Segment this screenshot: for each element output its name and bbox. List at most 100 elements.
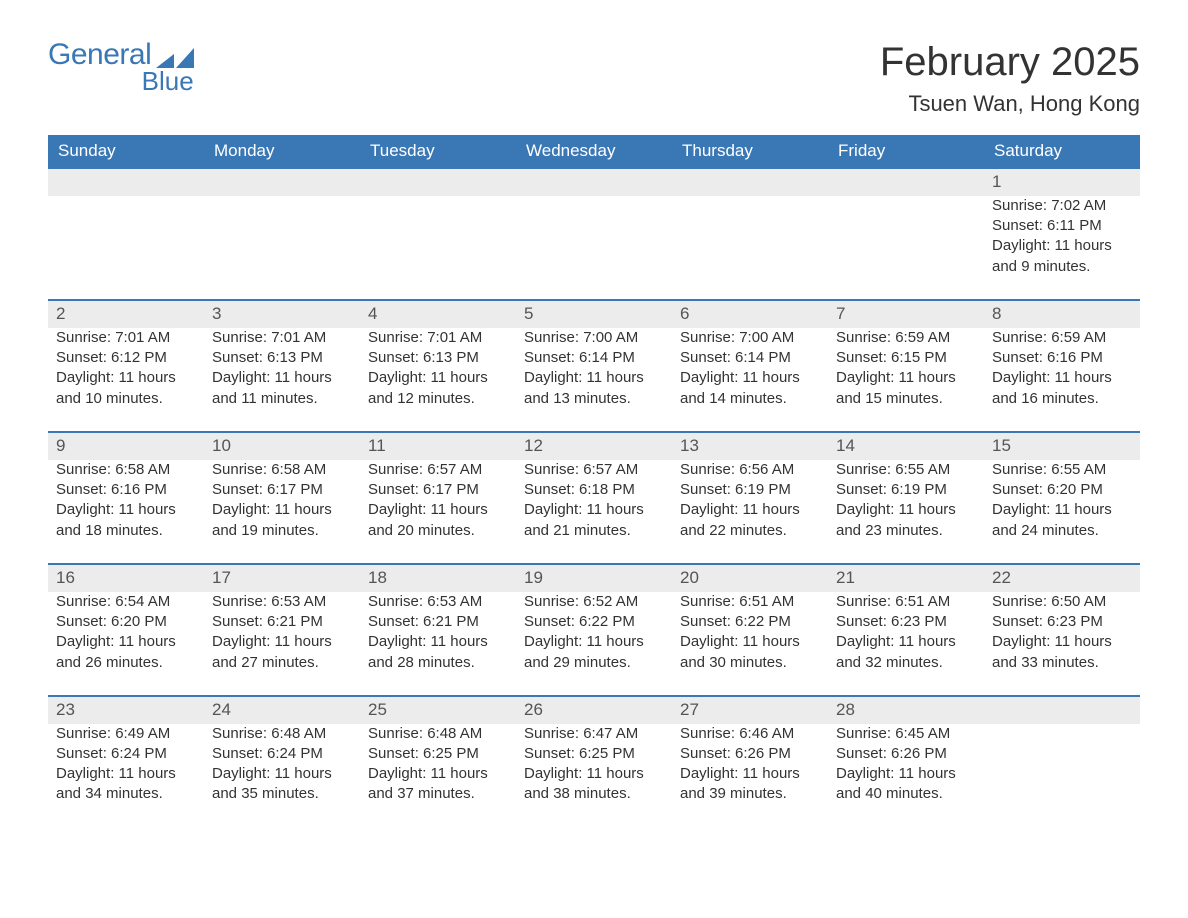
detail-daylight1: Daylight: 11 hours <box>680 632 820 652</box>
day-detail-cell: Sunrise: 6:57 AMSunset: 6:17 PMDaylight:… <box>360 460 516 564</box>
detail-daylight1: Daylight: 11 hours <box>992 368 1132 388</box>
detail-daylight1: Daylight: 11 hours <box>56 500 196 520</box>
detail-sunrise: Sunrise: 6:51 AM <box>680 592 820 612</box>
day-number-cell: 7 <box>828 300 984 328</box>
detail-sunrise: Sunrise: 7:01 AM <box>56 328 196 348</box>
day-number-cell: 25 <box>360 696 516 724</box>
detail-daylight1: Daylight: 11 hours <box>680 368 820 388</box>
day-number-cell: 3 <box>204 300 360 328</box>
day-header: Wednesday <box>516 135 672 168</box>
day-number-cell: 4 <box>360 300 516 328</box>
day-number-cell: 13 <box>672 432 828 460</box>
detail-daylight2: and 12 minutes. <box>368 389 508 409</box>
day-number-cell <box>48 168 204 196</box>
detail-sunset: Sunset: 6:26 PM <box>680 744 820 764</box>
calendar-table: Sunday Monday Tuesday Wednesday Thursday… <box>48 135 1140 827</box>
detail-sunrise: Sunrise: 6:45 AM <box>836 724 976 744</box>
detail-sunrise: Sunrise: 6:53 AM <box>368 592 508 612</box>
day-detail-cell: Sunrise: 7:00 AMSunset: 6:14 PMDaylight:… <box>516 328 672 432</box>
detail-sunrise: Sunrise: 6:46 AM <box>680 724 820 744</box>
detail-daylight1: Daylight: 11 hours <box>212 632 352 652</box>
detail-daylight1: Daylight: 11 hours <box>212 368 352 388</box>
day-detail-cell: Sunrise: 7:02 AMSunset: 6:11 PMDaylight:… <box>984 196 1140 300</box>
detail-sunrise: Sunrise: 6:47 AM <box>524 724 664 744</box>
detail-sunrise: Sunrise: 6:56 AM <box>680 460 820 480</box>
detail-daylight2: and 18 minutes. <box>56 521 196 541</box>
day-header: Friday <box>828 135 984 168</box>
day-detail-cell: Sunrise: 6:59 AMSunset: 6:16 PMDaylight:… <box>984 328 1140 432</box>
detail-sunrise: Sunrise: 6:49 AM <box>56 724 196 744</box>
logo: General Blue <box>48 40 194 94</box>
detail-daylight1: Daylight: 11 hours <box>368 500 508 520</box>
day-detail-cell <box>360 196 516 300</box>
day-detail-cell: Sunrise: 6:51 AMSunset: 6:22 PMDaylight:… <box>672 592 828 696</box>
day-number-row: 1 <box>48 168 1140 196</box>
detail-daylight1: Daylight: 11 hours <box>368 632 508 652</box>
day-detail-cell: Sunrise: 6:51 AMSunset: 6:23 PMDaylight:… <box>828 592 984 696</box>
day-header: Monday <box>204 135 360 168</box>
detail-sunrise: Sunrise: 6:54 AM <box>56 592 196 612</box>
day-number-cell: 26 <box>516 696 672 724</box>
detail-sunrise: Sunrise: 7:02 AM <box>992 196 1132 216</box>
day-number-cell: 20 <box>672 564 828 592</box>
detail-daylight1: Daylight: 11 hours <box>56 632 196 652</box>
detail-sunrise: Sunrise: 6:57 AM <box>368 460 508 480</box>
detail-daylight1: Daylight: 11 hours <box>56 764 196 784</box>
detail-daylight2: and 11 minutes. <box>212 389 352 409</box>
day-header: Saturday <box>984 135 1140 168</box>
day-number-cell <box>516 168 672 196</box>
day-number-cell: 27 <box>672 696 828 724</box>
day-number-cell: 15 <box>984 432 1140 460</box>
detail-daylight1: Daylight: 11 hours <box>836 764 976 784</box>
detail-daylight1: Daylight: 11 hours <box>992 500 1132 520</box>
detail-daylight2: and 40 minutes. <box>836 784 976 804</box>
day-detail-row: Sunrise: 6:58 AMSunset: 6:16 PMDaylight:… <box>48 460 1140 564</box>
day-number-cell: 17 <box>204 564 360 592</box>
detail-sunset: Sunset: 6:22 PM <box>524 612 664 632</box>
day-detail-cell: Sunrise: 6:53 AMSunset: 6:21 PMDaylight:… <box>360 592 516 696</box>
day-detail-cell: Sunrise: 7:01 AMSunset: 6:13 PMDaylight:… <box>204 328 360 432</box>
day-detail-cell: Sunrise: 6:55 AMSunset: 6:19 PMDaylight:… <box>828 460 984 564</box>
detail-daylight1: Daylight: 11 hours <box>992 632 1132 652</box>
day-number-cell: 16 <box>48 564 204 592</box>
day-detail-cell: Sunrise: 7:01 AMSunset: 6:13 PMDaylight:… <box>360 328 516 432</box>
location: Tsuen Wan, Hong Kong <box>880 91 1140 117</box>
day-detail-cell <box>828 196 984 300</box>
detail-daylight1: Daylight: 11 hours <box>368 764 508 784</box>
day-number-cell: 2 <box>48 300 204 328</box>
detail-daylight2: and 26 minutes. <box>56 653 196 673</box>
detail-daylight2: and 22 minutes. <box>680 521 820 541</box>
day-number-cell: 19 <box>516 564 672 592</box>
day-number-cell: 11 <box>360 432 516 460</box>
day-detail-cell: Sunrise: 6:45 AMSunset: 6:26 PMDaylight:… <box>828 724 984 827</box>
detail-daylight1: Daylight: 11 hours <box>836 500 976 520</box>
title-block: February 2025 Tsuen Wan, Hong Kong <box>880 40 1140 117</box>
detail-sunrise: Sunrise: 6:48 AM <box>212 724 352 744</box>
day-detail-cell: Sunrise: 6:58 AMSunset: 6:16 PMDaylight:… <box>48 460 204 564</box>
detail-sunset: Sunset: 6:14 PM <box>524 348 664 368</box>
detail-sunset: Sunset: 6:14 PM <box>680 348 820 368</box>
day-number-cell <box>984 696 1140 724</box>
detail-sunset: Sunset: 6:12 PM <box>56 348 196 368</box>
detail-sunset: Sunset: 6:19 PM <box>836 480 976 500</box>
day-number-cell <box>828 168 984 196</box>
detail-sunrise: Sunrise: 7:00 AM <box>524 328 664 348</box>
logo-word2: Blue <box>106 68 194 94</box>
detail-daylight2: and 35 minutes. <box>212 784 352 804</box>
day-number-cell: 10 <box>204 432 360 460</box>
day-number-cell: 23 <box>48 696 204 724</box>
detail-daylight2: and 32 minutes. <box>836 653 976 673</box>
day-number-cell: 12 <box>516 432 672 460</box>
detail-sunset: Sunset: 6:16 PM <box>56 480 196 500</box>
detail-sunset: Sunset: 6:17 PM <box>368 480 508 500</box>
detail-daylight2: and 23 minutes. <box>836 521 976 541</box>
detail-sunrise: Sunrise: 6:59 AM <box>836 328 976 348</box>
detail-sunset: Sunset: 6:17 PM <box>212 480 352 500</box>
detail-sunset: Sunset: 6:11 PM <box>992 216 1132 236</box>
detail-sunrise: Sunrise: 6:58 AM <box>56 460 196 480</box>
day-detail-cell: Sunrise: 6:57 AMSunset: 6:18 PMDaylight:… <box>516 460 672 564</box>
detail-sunset: Sunset: 6:25 PM <box>368 744 508 764</box>
day-header: Thursday <box>672 135 828 168</box>
day-number-cell: 9 <box>48 432 204 460</box>
day-detail-cell: Sunrise: 6:55 AMSunset: 6:20 PMDaylight:… <box>984 460 1140 564</box>
